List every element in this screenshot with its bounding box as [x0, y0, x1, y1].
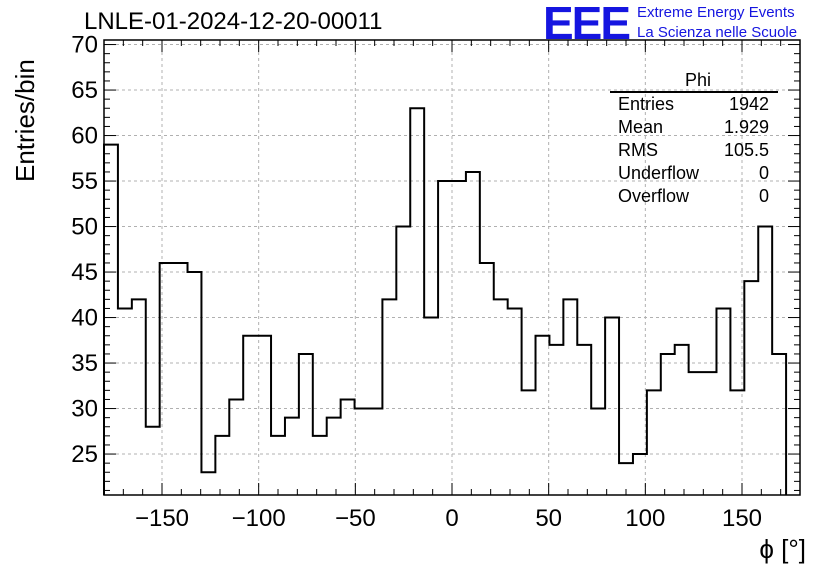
histogram-bin — [285, 418, 299, 495]
eee-logo: EEE — [543, 0, 631, 49]
stats-row-label: Mean — [618, 117, 663, 137]
histogram-bin — [146, 427, 160, 495]
histogram-bin — [215, 436, 229, 495]
stats-row-label: RMS — [618, 140, 658, 160]
stats-row-value: 1942 — [729, 94, 769, 114]
histogram-bin — [508, 308, 522, 495]
histogram-bin — [536, 336, 550, 495]
stats-row-value: 0 — [759, 163, 769, 183]
logo-line-2: La Scienza nelle Scuole — [637, 24, 798, 41]
stats-row-value: 0 — [759, 186, 769, 206]
stats-row-label: Underflow — [618, 163, 700, 183]
histogram-bin — [466, 172, 480, 495]
histogram-bin — [243, 336, 257, 495]
histogram-bin — [772, 354, 786, 495]
logo-line-1: Extreme Energy Events — [637, 4, 795, 21]
logo-caption: Extreme Energy Events La Scienza nelle S… — [637, 3, 797, 43]
stats-row-label: Overflow — [618, 186, 690, 206]
y-tick-label: 35 — [71, 350, 98, 377]
histogram-bin — [452, 181, 466, 495]
histogram-bin — [689, 372, 703, 495]
histogram-bin — [104, 145, 118, 495]
stats-row-value: 1.929 — [724, 117, 769, 137]
histogram-bin — [744, 281, 758, 495]
histogram-bin — [480, 263, 494, 495]
y-tick-label: 40 — [71, 305, 98, 332]
histogram-bin — [563, 299, 577, 495]
y-tick-label: 65 — [71, 77, 98, 104]
histogram-bin — [730, 390, 744, 495]
x-tick-label: 50 — [535, 505, 562, 532]
histogram-bin — [424, 318, 438, 495]
stats-title: Phi — [685, 70, 711, 90]
histogram-bin — [201, 472, 215, 495]
histogram-bin — [522, 390, 536, 495]
histogram-bin — [327, 418, 341, 495]
histogram-line — [103, 107, 788, 495]
y-tick-label: 60 — [71, 123, 98, 150]
y-tick-label: 30 — [71, 396, 98, 423]
histogram-bin — [396, 227, 410, 495]
y-tick-label: 25 — [71, 441, 98, 468]
y-tick-label: 55 — [71, 168, 98, 195]
histogram-bin — [188, 272, 202, 495]
x-tick-label: −150 — [135, 505, 189, 532]
y-tick-label: 70 — [71, 32, 98, 59]
histogram-bin — [174, 263, 188, 495]
x-tick-label: −100 — [232, 505, 286, 532]
histogram-bin — [605, 318, 619, 495]
stats-row-label: Entries — [618, 94, 674, 114]
histogram-bin — [382, 299, 396, 495]
chart-title: LNLE-01-2024-12-20-00011 — [84, 8, 383, 35]
histogram-bin — [355, 409, 369, 495]
x-axis-label: ϕ [°] — [759, 534, 806, 564]
histogram-bin — [703, 372, 717, 495]
histogram-bin — [661, 354, 675, 495]
histogram-bin — [118, 308, 132, 495]
y-tick-label: 45 — [71, 259, 98, 286]
histogram-bin — [494, 299, 508, 495]
histogram-bin — [675, 345, 689, 495]
stats-row-value: 105.5 — [724, 140, 769, 160]
x-tick-label: 150 — [722, 505, 762, 532]
histogram-bin — [313, 436, 327, 495]
histogram-bin — [229, 399, 243, 495]
histogram-bin — [549, 345, 563, 495]
histogram-bin — [758, 227, 772, 495]
histogram-bin — [647, 390, 661, 495]
histogram-bin — [160, 263, 174, 495]
x-tick-label: 100 — [625, 505, 665, 532]
histogram-bin — [591, 409, 605, 495]
histogram-bin — [271, 436, 285, 495]
histogram-bin — [341, 399, 355, 495]
histogram-bin — [410, 108, 424, 495]
histogram-bin — [633, 454, 647, 495]
x-tick-label: 0 — [445, 505, 458, 532]
histogram-bin — [716, 308, 730, 495]
y-tick-label: 50 — [71, 214, 98, 241]
histogram-bin — [257, 336, 271, 495]
histogram-bin — [577, 345, 591, 495]
histogram-bin — [438, 181, 452, 495]
histogram-bin — [368, 409, 382, 495]
histogram-bin — [132, 299, 146, 495]
histogram-bin — [299, 354, 313, 495]
x-tick-label: −50 — [335, 505, 376, 532]
